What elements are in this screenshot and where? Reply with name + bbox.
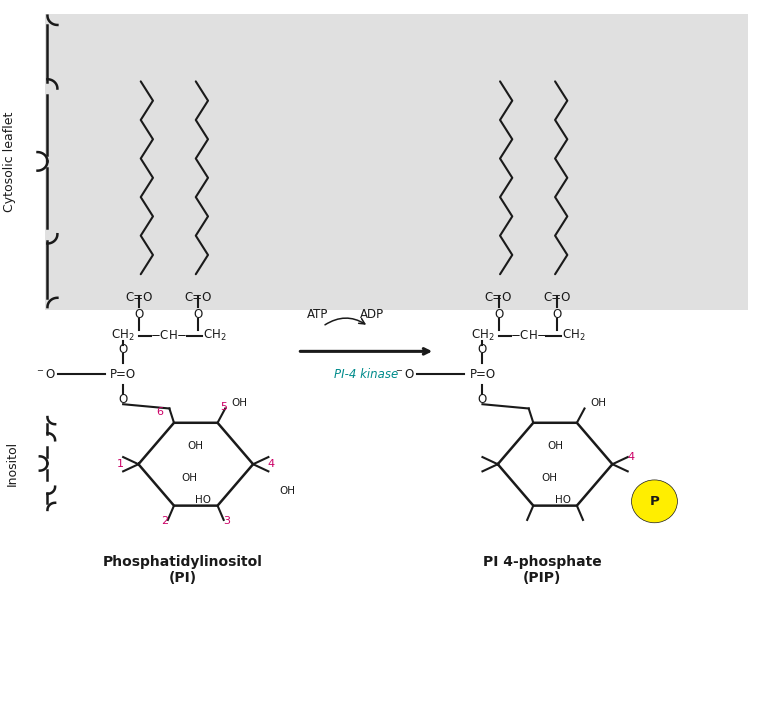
Text: O: O: [194, 308, 203, 320]
Text: O: O: [478, 394, 487, 407]
Text: 4: 4: [628, 452, 634, 462]
Text: 3: 3: [223, 516, 230, 526]
Text: O: O: [118, 394, 128, 407]
Text: $-$CH$-$: $-$CH$-$: [510, 329, 547, 342]
Text: 5: 5: [220, 402, 227, 412]
Text: ADP: ADP: [360, 308, 384, 320]
Text: O: O: [553, 308, 562, 320]
Text: C=O: C=O: [185, 290, 211, 303]
FancyBboxPatch shape: [45, 14, 748, 310]
Text: 2: 2: [161, 516, 168, 526]
Text: OH: OH: [188, 442, 204, 451]
Text: 4: 4: [268, 459, 275, 469]
Text: OH: OH: [231, 398, 247, 408]
Text: OH: OH: [541, 473, 557, 483]
Text: CH$_2$: CH$_2$: [562, 328, 586, 343]
Text: P=O: P=O: [469, 368, 495, 381]
Text: OH: OH: [279, 486, 295, 496]
Text: P: P: [650, 495, 659, 508]
Text: O: O: [118, 343, 128, 356]
Text: ATP: ATP: [308, 308, 329, 320]
Text: CH$_2$: CH$_2$: [471, 328, 494, 343]
Text: 6: 6: [157, 407, 164, 417]
Circle shape: [631, 480, 677, 523]
Text: OH: OH: [181, 473, 198, 483]
Text: $^-$O: $^-$O: [394, 368, 415, 381]
Text: PI-4 kinase: PI-4 kinase: [334, 368, 398, 381]
Text: CH$_2$: CH$_2$: [203, 328, 227, 343]
Text: HO: HO: [554, 495, 571, 505]
Text: $^-$O: $^-$O: [35, 368, 56, 381]
Text: $-$CH$-$: $-$CH$-$: [150, 329, 188, 342]
Text: CH$_2$: CH$_2$: [112, 328, 135, 343]
Text: Inositol: Inositol: [6, 441, 18, 486]
Text: OH: OH: [591, 398, 606, 408]
Text: Cytosolic leaflet: Cytosolic leaflet: [3, 111, 15, 212]
Text: HO: HO: [195, 495, 211, 505]
Text: O: O: [494, 308, 503, 320]
Text: O: O: [135, 308, 144, 320]
Text: 1: 1: [117, 459, 124, 469]
Text: C=O: C=O: [125, 290, 153, 303]
Text: P=O: P=O: [110, 368, 136, 381]
Text: O: O: [478, 343, 487, 356]
Text: PI 4-phosphate
(PIP): PI 4-phosphate (PIP): [483, 555, 601, 585]
Text: C=O: C=O: [484, 290, 512, 303]
Text: Phosphatidylinositol
(PI): Phosphatidylinositol (PI): [103, 555, 263, 585]
Text: OH: OH: [547, 442, 563, 451]
Text: C=O: C=O: [544, 290, 571, 303]
